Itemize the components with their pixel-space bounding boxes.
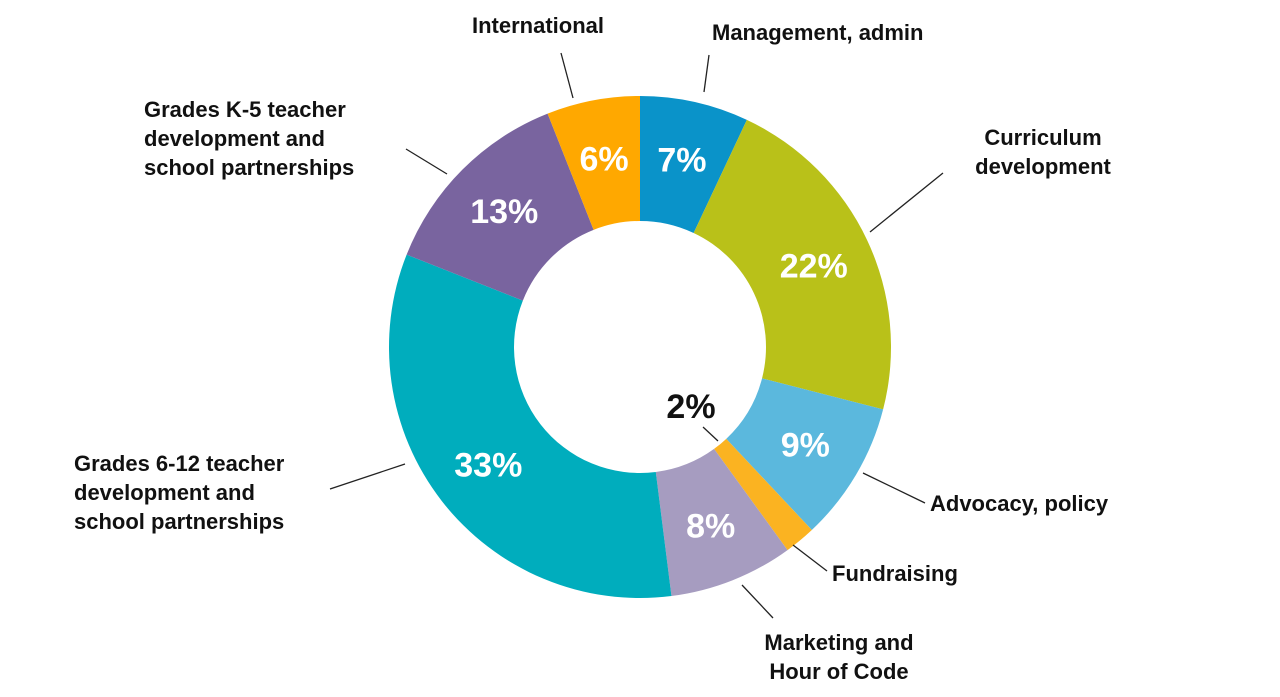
donut-slice bbox=[655, 448, 788, 597]
percent-label: 6% bbox=[579, 140, 628, 178]
donut-slice bbox=[726, 378, 884, 530]
category-label: Marketing and Hour of Code bbox=[764, 630, 913, 684]
leader-line bbox=[862, 472, 926, 504]
category-label: Management, admin bbox=[712, 20, 923, 45]
leader-line bbox=[869, 172, 944, 233]
percent-label: 33% bbox=[454, 447, 522, 485]
donut-slice bbox=[389, 254, 672, 598]
leader-lines-group bbox=[329, 52, 944, 619]
category-label: Fundraising bbox=[832, 561, 958, 586]
category-labels-group: Management, admin Curriculum development Ad… bbox=[74, 13, 1112, 684]
category-label: Advocacy, policy bbox=[930, 491, 1109, 516]
leader-line bbox=[560, 52, 574, 99]
percent-labels-group: 7% 22% 9% 2% 8% 33% 13% 6% bbox=[454, 140, 847, 545]
leader-line bbox=[792, 544, 828, 572]
leader-line bbox=[405, 148, 448, 175]
percent-label: 8% bbox=[686, 508, 735, 546]
category-label: Grades K-5 teacher development and school … bbox=[144, 97, 354, 180]
category-label: International bbox=[472, 13, 604, 38]
category-label: Curriculum development bbox=[975, 125, 1111, 179]
percent-label: 2% bbox=[666, 388, 715, 426]
leader-line bbox=[741, 584, 774, 619]
donut-slice bbox=[640, 96, 747, 233]
percent-label: 13% bbox=[470, 193, 538, 231]
leader-line bbox=[703, 54, 710, 93]
percent-label: 9% bbox=[781, 427, 830, 465]
donut-slice bbox=[714, 438, 812, 551]
percent-label: 7% bbox=[657, 142, 706, 180]
slices-group bbox=[389, 96, 891, 598]
leader-line bbox=[329, 463, 406, 490]
donut-slice bbox=[693, 119, 891, 410]
percent-label: 22% bbox=[780, 247, 848, 285]
category-label: Grades 6-12 teacher development and school… bbox=[74, 451, 285, 534]
leader-line bbox=[702, 426, 719, 442]
donut-slice bbox=[406, 113, 594, 301]
donut-slice bbox=[547, 96, 640, 230]
